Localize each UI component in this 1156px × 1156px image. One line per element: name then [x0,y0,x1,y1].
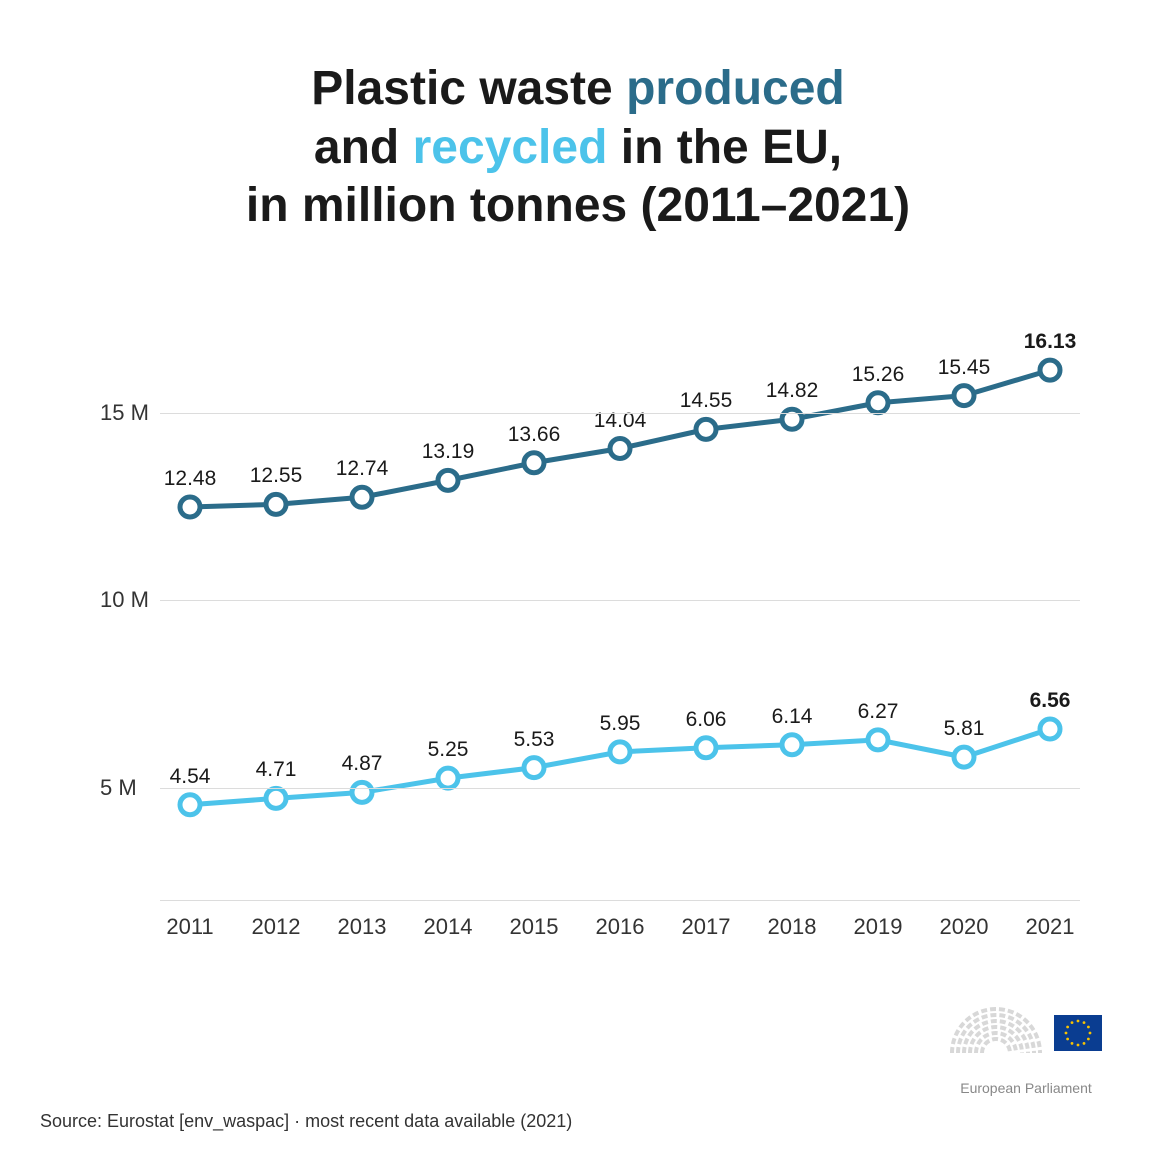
data-label-recycled: 5.81 [944,717,985,741]
x-tick-label: 2020 [940,914,989,940]
marker-recycled [524,758,544,778]
x-tick-label: 2015 [510,914,559,940]
chart-area: 12.4812.5512.7413.1913.6614.0414.5514.82… [100,300,1080,940]
marker-recycled [696,738,716,758]
x-tick-label: 2018 [768,914,817,940]
marker-produced [1040,360,1060,380]
data-label-recycled: 5.95 [600,712,641,736]
marker-recycled [868,730,888,750]
data-label-recycled: 6.06 [686,708,727,732]
data-label-recycled: 5.53 [514,728,555,752]
ep-logo-svg [946,999,1106,1069]
y-tick-label: 10 M [100,587,150,613]
marker-produced [438,470,458,490]
marker-produced [696,419,716,439]
marker-produced [180,497,200,517]
data-label-recycled: 4.87 [342,752,383,776]
marker-recycled [1040,719,1060,739]
y-tick-label: 15 M [100,400,150,426]
data-label-produced: 15.26 [852,363,905,387]
data-label-recycled: 4.54 [170,765,211,789]
marker-recycled [266,788,286,808]
marker-produced [868,393,888,413]
data-label-produced: 13.19 [422,440,475,464]
data-label-produced: 14.82 [766,379,819,403]
data-label-recycled: 6.56 [1030,689,1071,713]
marker-produced [524,453,544,473]
marker-recycled [352,782,372,802]
chart-title: Plastic waste producedand recycled in th… [0,0,1156,236]
data-label-produced: 13.66 [508,423,561,447]
grid-line [160,413,1080,414]
ep-logo-caption: European Parliament [946,1080,1106,1096]
x-tick-label: 2017 [682,914,731,940]
grid-line [160,600,1080,601]
marker-recycled [610,742,630,762]
y-tick-label: 5 M [100,775,150,801]
ep-logo: European Parliament [946,999,1106,1096]
grid-line [160,788,1080,789]
x-tick-label: 2011 [166,914,213,940]
grid-line [160,900,1080,901]
data-label-produced: 12.74 [336,457,389,481]
x-tick-label: 2016 [596,914,645,940]
marker-produced [954,386,974,406]
data-label-produced: 14.55 [680,389,733,413]
data-label-recycled: 4.71 [256,758,297,782]
marker-recycled [438,768,458,788]
data-label-recycled: 5.25 [428,738,469,762]
data-label-produced: 15.45 [938,356,991,380]
marker-produced [266,494,286,514]
marker-produced [352,487,372,507]
marker-recycled [782,735,802,755]
data-label-recycled: 6.14 [772,705,813,729]
data-label-produced: 12.55 [250,464,303,488]
marker-produced [610,439,630,459]
data-label-produced: 16.13 [1024,330,1077,354]
x-tick-label: 2021 [1026,914,1075,940]
marker-recycled [954,747,974,767]
data-label-recycled: 6.27 [858,700,899,724]
x-tick-label: 2012 [252,914,301,940]
source-text: Source: Eurostat [env_waspac] · most rec… [40,1111,572,1132]
x-tick-label: 2014 [424,914,473,940]
x-tick-label: 2019 [854,914,903,940]
marker-recycled [180,795,200,815]
x-tick-label: 2013 [338,914,387,940]
data-label-produced: 12.48 [164,467,217,491]
